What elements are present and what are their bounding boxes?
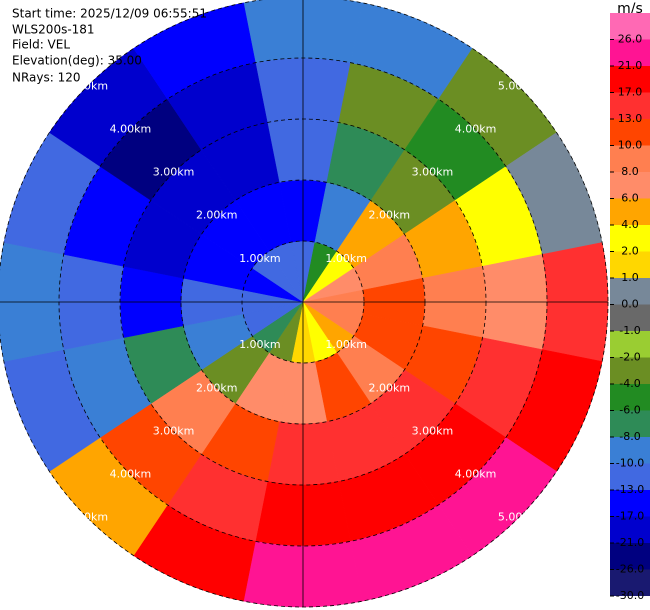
range-label: 5.00km [498, 511, 540, 524]
range-label: 3.00km [153, 166, 195, 179]
colorbar-label: 10.0 [618, 139, 643, 152]
colorbar-segment [610, 172, 650, 199]
colorbar-label: 21.0 [618, 59, 643, 72]
colorbar-label: -6.0 [619, 404, 640, 417]
colorbar-label: -10.0 [616, 457, 644, 470]
range-label: 3.00km [412, 166, 454, 179]
colorbar-label: -21.0 [616, 536, 644, 549]
range-label: 3.00km [153, 424, 195, 437]
range-label: 5.00km [67, 511, 109, 524]
colorbar-label: 26.0 [618, 33, 643, 46]
info-line: NRays: 120 [12, 71, 81, 85]
colorbar-segment [610, 357, 650, 384]
range-label: 1.00km [239, 338, 281, 351]
colorbar-label: 4.0 [621, 218, 639, 231]
range-label: 5.00km [67, 79, 109, 92]
colorbar-segment [610, 251, 650, 278]
range-ring [0, 0, 609, 608]
colorbar-segment [610, 437, 650, 464]
range-ring [241, 240, 365, 364]
colorbar-segment [610, 119, 650, 146]
colorbar-label: -26.0 [616, 563, 644, 576]
range-ring [58, 57, 548, 547]
colorbar-label: 13.0 [618, 112, 643, 125]
colorbar-label: 6.0 [621, 192, 639, 205]
colorbar-segment [610, 569, 650, 596]
colorbar-label: -30.0 [616, 589, 644, 602]
range-ring [180, 179, 426, 425]
range-label: 4.00km [455, 122, 497, 135]
colorbar-segment [610, 516, 650, 543]
range-ring [119, 118, 487, 486]
colorbar-segment [610, 410, 650, 437]
info-line: Field: VEL [12, 38, 70, 52]
range-label: 5.00km [498, 79, 540, 92]
gate-cell [133, 2, 256, 100]
range-label: 4.00km [110, 122, 152, 135]
colorbar-segment [610, 304, 650, 331]
range-label: 2.00km [368, 381, 410, 394]
colorbar-segment [610, 39, 650, 66]
colorbar-label: 2.0 [621, 245, 639, 258]
range-label: 2.00km [196, 209, 238, 222]
colorbar-segment [610, 384, 650, 411]
colorbar-segment [610, 543, 650, 570]
range-label: 4.00km [455, 468, 497, 481]
range-label: 1.00km [325, 252, 367, 265]
colorbar-label: -8.0 [619, 430, 640, 443]
range-label: 2.00km [368, 209, 410, 222]
info-line: Elevation(deg): 35.00 [12, 54, 142, 68]
colorbar-label: 17.0 [618, 86, 643, 99]
colorbar-segment [610, 225, 650, 252]
info-line: Start time: 2025/12/09 06:55:51 [12, 7, 207, 21]
info-line: WLS200s-181 [12, 23, 95, 37]
range-label: 1.00km [239, 252, 281, 265]
colorbar-segment [610, 145, 650, 172]
colorbar-segment [610, 490, 650, 517]
colorbar-segment [610, 92, 650, 119]
colorbar-label: -13.0 [616, 483, 644, 496]
colorbar-segment [610, 331, 650, 358]
colorbar-label: 8.0 [621, 165, 639, 178]
colorbar-label: -1.0 [619, 324, 640, 337]
colorbar-label: -2.0 [619, 351, 640, 364]
colorbar-label: 1.0 [621, 271, 639, 284]
plot [0, 0, 609, 608]
range-label: 3.00km [412, 424, 454, 437]
colorbar-segment [610, 198, 650, 225]
colorbar-segment [610, 278, 650, 305]
range-label: 1.00km [325, 338, 367, 351]
range-label: 4.00km [110, 468, 152, 481]
range-label: 2.00km [196, 381, 238, 394]
colorbar-label: 0.0 [621, 298, 639, 311]
colorbar-segment [610, 66, 650, 93]
colorbar-segment [610, 13, 650, 40]
colorbar-segment [610, 463, 650, 490]
colorbar-label: -17.0 [616, 510, 644, 523]
colorbar-label: -4.0 [619, 377, 640, 390]
